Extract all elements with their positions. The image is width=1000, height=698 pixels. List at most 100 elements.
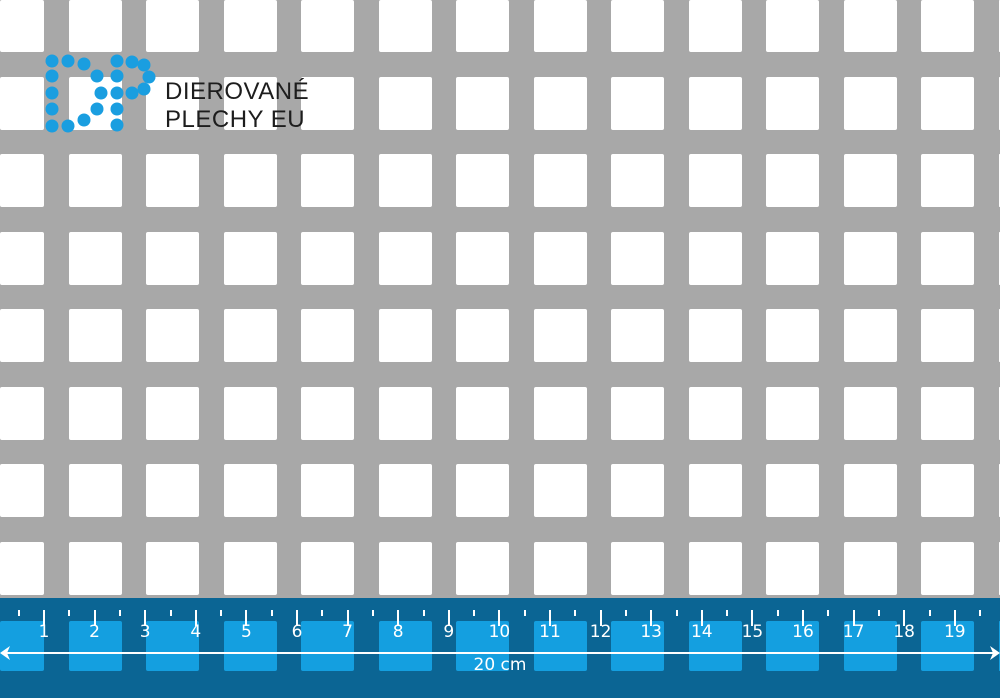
major-tick [802,610,804,626]
logo-dot [137,82,151,96]
minor-tick [523,610,526,616]
square-hole [611,386,664,440]
ruler-label: 19 [943,622,966,642]
square-hole [301,154,354,207]
dp-logo-icon [45,54,156,133]
square-hole [611,541,664,595]
square-hole [843,0,897,52]
minor-tick [371,610,374,616]
major-tick [447,610,450,626]
square-hole [68,464,122,517]
major-tick [852,610,855,626]
minor-tick [877,610,880,616]
square-hole [998,76,1000,130]
square-hole [0,541,44,595]
square-hole [301,309,354,362]
square-hole [533,0,587,52]
minor-tick [220,610,223,616]
double-arrow-icon [0,646,1000,660]
square-hole [378,386,432,440]
square-hole [146,541,199,595]
square-hole [68,386,122,440]
square-hole [766,464,819,517]
square-hole [688,541,742,595]
square-hole [843,309,897,362]
minor-tick [118,610,121,616]
square-hole [921,464,974,517]
square-hole [0,309,44,362]
square-hole [921,231,974,285]
square-hole [843,231,897,285]
square-hole [0,386,44,440]
logo-dot [90,69,104,83]
major-tick [144,610,147,626]
square-hole [456,621,509,671]
square-hole [223,386,277,440]
logo-dot [137,58,151,72]
square-hole [378,154,432,207]
logo-dot [45,54,59,68]
square-hole [998,464,1000,517]
minor-tick [169,610,172,616]
minor-tick [675,610,678,616]
square-hole [378,464,432,517]
ruler-label: 6 [291,622,303,642]
minor-tick [68,610,71,616]
major-tick [549,610,551,626]
major-tick [93,610,96,626]
square-hole [998,386,1000,440]
logo-dot [61,119,75,133]
square-hole [456,0,509,52]
minor-tick [473,610,476,616]
square-hole [0,0,44,52]
square-hole [921,386,974,440]
square-hole [0,154,44,207]
ruler-label: 14 [690,622,713,642]
length-label: 20 cm [473,655,527,675]
square-hole [301,231,354,285]
square-hole [688,386,742,440]
square-hole [0,231,44,285]
square-hole [921,309,974,362]
logo-dot [90,102,104,116]
square-hole [921,541,974,595]
minor-tick [422,610,425,616]
ruler-label: 17 [842,622,865,642]
square-hole [611,76,664,130]
minor-tick [979,610,982,616]
square-hole [998,309,1000,362]
square-hole [146,386,199,440]
square-hole [766,154,819,207]
square-hole [146,464,199,517]
square-hole [921,154,974,207]
square-hole [611,309,664,362]
logo-dot [61,54,75,68]
minor-tick [827,610,830,616]
square-hole [0,621,44,671]
square-hole [688,76,742,130]
square-hole [998,0,1000,52]
square-hole [301,464,354,517]
square-hole [378,309,432,362]
square-hole [843,386,897,440]
square-hole [611,0,664,52]
square-hole [456,231,509,285]
logo-dot [45,102,59,116]
ruler-label: 13 [640,622,663,642]
logo-dot [45,69,59,83]
logo-dot [110,102,124,116]
square-hole [378,231,432,285]
ruler-label: 8 [392,622,404,642]
square-hole [301,621,354,671]
logo-dot [45,119,59,133]
major-tick [650,610,653,626]
square-hole [301,541,354,595]
square-hole [688,464,742,517]
square-hole [843,154,897,207]
major-tick [953,610,956,626]
minor-tick [270,610,273,616]
square-hole [68,154,122,207]
ruler-label: 15 [741,622,764,642]
square-hole [146,231,199,285]
